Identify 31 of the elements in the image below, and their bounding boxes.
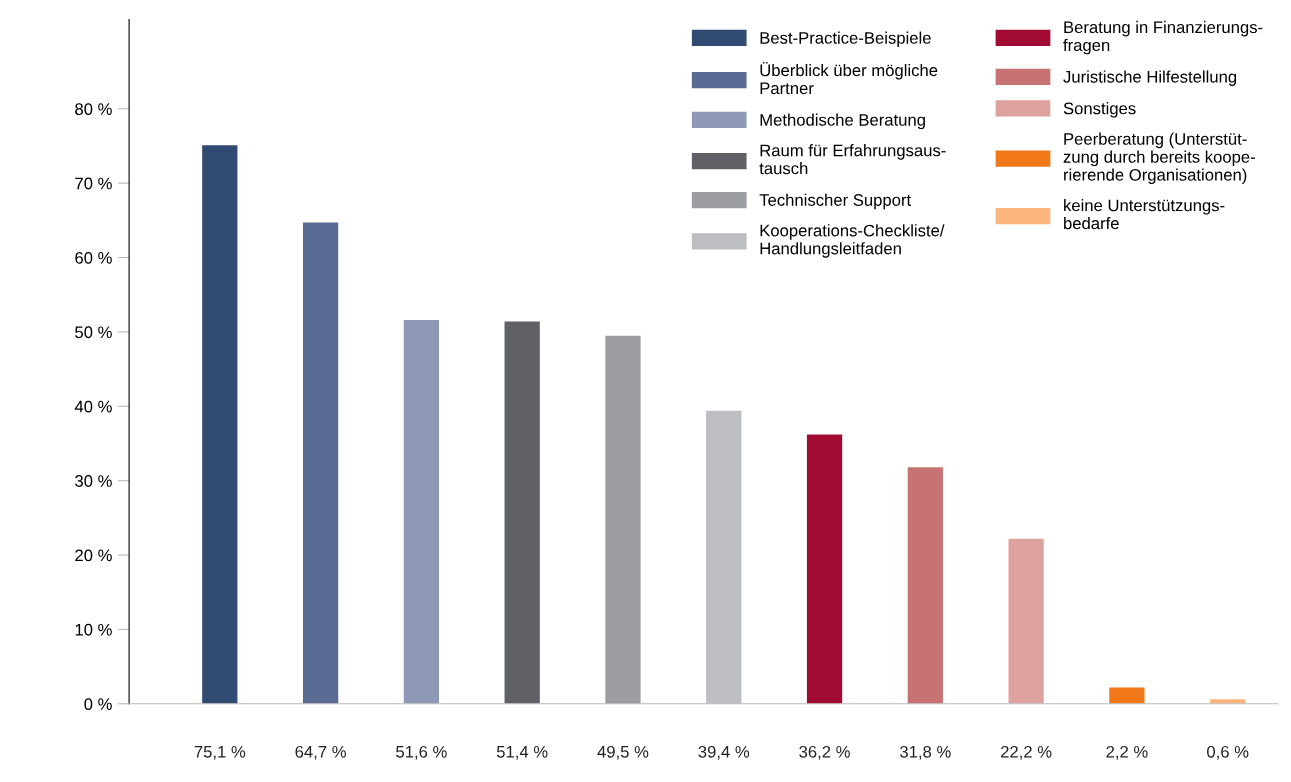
y-tick-label: 10 % bbox=[75, 623, 112, 636]
data-label: 36,2 % bbox=[799, 745, 850, 760]
legend-label: Best-Practice-Beispiele bbox=[760, 31, 931, 48]
y-tick-label: 40 % bbox=[74, 400, 112, 413]
y-tick-label: 0 % bbox=[84, 698, 112, 710]
legend-label: Beratung in Finanzierungs- fragen bbox=[1063, 20, 1263, 55]
y-tick-label: 30 % bbox=[75, 475, 112, 487]
legend-label: Methodische Beratung bbox=[760, 113, 925, 130]
data-label: 75,1 % bbox=[194, 745, 246, 760]
data-label: 51,6 % bbox=[396, 745, 447, 760]
legend-label: keine Unterstützungs- bedarfe bbox=[1064, 199, 1225, 230]
y-tick-label: 60 % bbox=[75, 251, 112, 264]
legend-label: Sonstiges bbox=[1063, 102, 1136, 118]
data-label: 49,5 % bbox=[597, 745, 649, 760]
legend-label: Juristische Hilfestellung bbox=[1063, 70, 1237, 86]
data-label: 31,8 % bbox=[900, 745, 951, 760]
data-label: 22,2 % bbox=[1001, 745, 1052, 760]
data-label: 39,4 % bbox=[698, 745, 750, 760]
data-label: 2,2 % bbox=[1106, 745, 1148, 760]
data-label: 51,4 % bbox=[496, 745, 548, 760]
y-tick-label: 80 % bbox=[75, 103, 112, 115]
y-tick-label: 70 % bbox=[75, 177, 112, 190]
y-tick-label: 20 % bbox=[75, 549, 112, 562]
legend-label: Technischer Support bbox=[759, 193, 912, 210]
data-label: 64,7 % bbox=[295, 745, 346, 760]
legend-label: Peerberatung (Unterstüt- zung durch bereits koope- rierende Organisationen) bbox=[1063, 132, 1255, 185]
legend-label: Raum für Erfahrungsaus- tausch bbox=[759, 144, 946, 175]
legend-label: Kooperations-Checkliste/ Handlungsleitfaden bbox=[760, 224, 945, 258]
y-tick-label: 50 % bbox=[75, 326, 112, 339]
legend-label: Überblick über mögliche Partner bbox=[760, 62, 938, 95]
data-label: 0,6 % bbox=[1207, 745, 1249, 760]
